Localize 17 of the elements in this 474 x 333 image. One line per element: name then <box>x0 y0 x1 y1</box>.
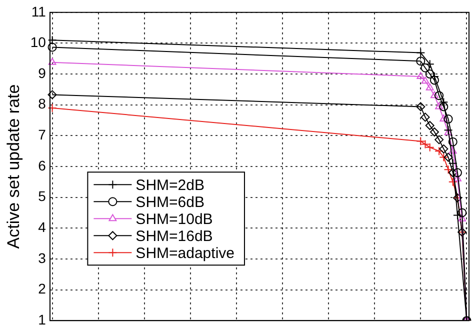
y-axis-title: Active set update rate <box>4 84 23 249</box>
y-tick-label: 2 <box>38 280 46 297</box>
y-tick-label: 6 <box>38 157 46 174</box>
y-tick-label: 11 <box>31 3 46 20</box>
y-tick-label: 9 <box>38 64 46 81</box>
y-tick-label: 10 <box>30 34 46 50</box>
y-tick-label: 3 <box>38 250 46 266</box>
legend-label: SHM=6dB <box>136 194 204 211</box>
y-tick-label: 1 <box>38 311 46 328</box>
legend-label: SHM=adaptive <box>136 244 234 262</box>
legend-label: SHM=16dB <box>136 228 213 245</box>
legend-label: SHM=10dB <box>136 210 213 228</box>
y-tick-label: 8 <box>38 96 46 112</box>
legend-label: SHM=2dB <box>136 176 204 194</box>
y-tick-label: 5 <box>38 188 46 204</box>
y-tick-label: 7 <box>38 126 46 143</box>
y-tick-label: 4 <box>38 219 46 235</box>
